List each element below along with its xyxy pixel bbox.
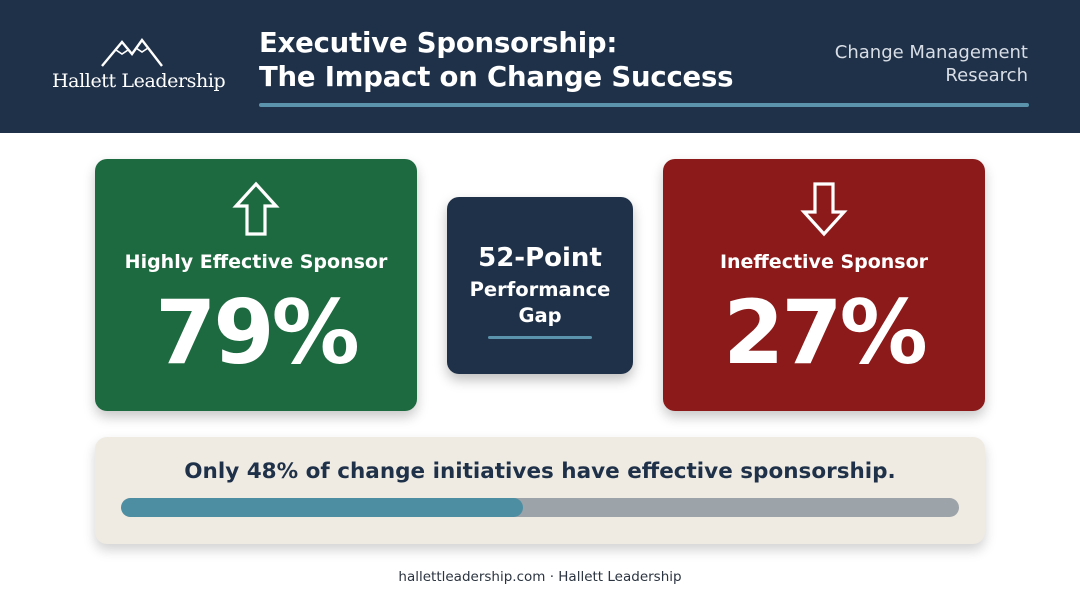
gap-description: Performance Gap: [447, 277, 633, 329]
brand-logo[interactable]: Hallett Leadership: [52, 36, 226, 98]
arrow-down-icon: [800, 182, 848, 237]
mountain-logo-icon: [101, 37, 163, 67]
footer-credit: hallettleadership.com · Hallett Leadersh…: [398, 569, 682, 585]
gap-divider: [488, 336, 592, 339]
gap-line-2: Performance: [469, 278, 611, 301]
gap-line-3: Gap: [518, 304, 562, 327]
ineffective-sponsor-label: Ineffective Sponsor: [719, 251, 929, 273]
effective-sponsor-card: Highly Effective Sponsor 79%: [95, 159, 417, 411]
gap-headline: 52-Point: [478, 243, 602, 273]
logo-wordmark: Hallett Leadership: [52, 70, 226, 92]
header-banner: Hallett Leadership Executive Sponsorship…: [0, 0, 1080, 133]
subtitle-line-1: Change Management: [834, 42, 1028, 63]
page-title: Executive Sponsorship: The Impact on Cha…: [259, 26, 799, 94]
subtitle-line-2: Research: [945, 65, 1028, 86]
effective-sponsor-value: 79%: [155, 281, 360, 384]
ineffective-sponsor-value: 27%: [723, 281, 928, 384]
title-line-2: The Impact on Change Success: [259, 61, 734, 93]
header-divider: [259, 103, 1029, 107]
title-line-1: Executive Sponsorship:: [259, 27, 618, 59]
ineffective-sponsor-card: Ineffective Sponsor 27%: [663, 159, 985, 411]
sponsorship-stat-panel: Only 48% of change initiatives have effe…: [95, 437, 985, 544]
page-subtitle: Change Management Research: [768, 41, 1028, 87]
sponsorship-stat-text: Only 48% of change initiatives have effe…: [184, 459, 896, 484]
sponsorship-progress-track: [121, 498, 959, 517]
arrow-up-icon: [232, 181, 280, 236]
performance-gap-card: 52-Point Performance Gap: [447, 197, 633, 374]
sponsorship-progress-fill: [121, 498, 524, 517]
effective-sponsor-label: Highly Effective Sponsor: [124, 251, 388, 273]
